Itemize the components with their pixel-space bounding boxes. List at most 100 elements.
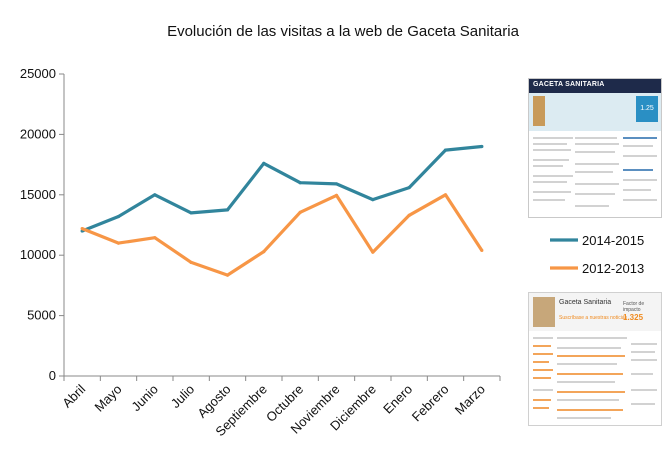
data-point [153, 193, 157, 197]
text-line [631, 373, 653, 375]
legend-label: 2012-2013 [582, 261, 644, 276]
x-tick-group: Abril Mayo Junio JulioAgostoSeptiembreOctub… [59, 376, 501, 439]
text-line [533, 137, 573, 139]
y-tick-label: 25000 [20, 66, 56, 81]
text-line [631, 359, 657, 361]
text-line [557, 337, 627, 339]
y-tick-label: 20000 [20, 126, 56, 141]
x-tick-label: Julio [168, 382, 198, 412]
y-tick-label: 15000 [20, 187, 56, 202]
data-point [225, 273, 230, 277]
text-line [575, 193, 615, 195]
text-line [557, 381, 615, 383]
data-point [334, 193, 339, 198]
text-line [623, 155, 657, 157]
text-line [533, 191, 571, 193]
data-point [189, 211, 193, 215]
data-point [480, 144, 484, 149]
y-tick-group: 0 5000 10000 15000 20000 25000 [20, 66, 64, 383]
journal-cover-image [533, 96, 545, 126]
text-line [533, 149, 571, 151]
text-line [533, 175, 573, 177]
data-point [189, 260, 193, 265]
data-point [262, 249, 266, 254]
text-line [533, 143, 567, 145]
x-tick-label: Junio [128, 382, 161, 415]
text-line [533, 181, 567, 183]
thumbnail-subtitle: Suscríbase a nuestras noticias [559, 315, 628, 321]
text-line [631, 403, 655, 405]
thumbnail-brand: Gaceta Sanitaria [559, 299, 612, 306]
chart-title: Evolución de las visitas a la web de Gac… [167, 23, 520, 40]
x-tick-label: Mayo [92, 382, 125, 415]
text-line [557, 391, 625, 393]
text-line [533, 337, 553, 339]
impact-factor-box: Factor de impacto 1.325 [623, 301, 657, 322]
data-point [443, 193, 448, 197]
legend: 2014-2015 2012-2013 [550, 233, 644, 276]
data-point [334, 182, 339, 186]
text-line [533, 369, 553, 371]
data-point [407, 213, 411, 217]
text-line [631, 343, 657, 345]
series-line-2014-2015 [81, 144, 482, 233]
data-point [443, 148, 448, 152]
data-point [153, 236, 157, 240]
website-thumbnail-2014: GACETA SANITARIA 1.25 [528, 78, 662, 218]
x-tick-label: Marzo [452, 382, 488, 418]
data-point [116, 241, 121, 245]
y-tick-label: 10000 [20, 247, 56, 262]
data-point [298, 210, 302, 214]
text-line [533, 399, 551, 401]
text-line [533, 353, 553, 355]
text-line [533, 165, 563, 167]
y-tick-label: 0 [49, 368, 56, 383]
y-tick-label: 5000 [27, 308, 56, 323]
text-line [533, 199, 565, 201]
text-line [533, 377, 551, 379]
text-line [575, 151, 615, 153]
text-line [623, 145, 653, 147]
website-thumbnail-2012: Gaceta Sanitaria Suscríbase a nuestras n… [528, 292, 662, 426]
data-point [371, 198, 375, 202]
text-line [575, 143, 619, 145]
series-group [80, 144, 484, 277]
text-line [557, 347, 621, 349]
text-line [557, 363, 617, 365]
impact-factor-label: Factor de impacto [623, 301, 645, 313]
data-point [116, 214, 121, 219]
data-point [298, 181, 302, 185]
text-line [575, 183, 619, 185]
text-line [631, 351, 655, 353]
data-point [480, 248, 484, 252]
impact-factor-value: 1.325 [623, 313, 644, 322]
text-line [623, 137, 657, 139]
text-line [533, 159, 569, 161]
text-line [533, 407, 549, 409]
text-line [575, 163, 619, 165]
text-line [631, 389, 657, 391]
text-line [557, 417, 611, 419]
text-line [575, 137, 617, 139]
text-line [533, 361, 549, 363]
text-line [557, 409, 623, 411]
text-line [623, 169, 653, 171]
text-line [623, 179, 657, 181]
text-line [557, 399, 619, 401]
text-line [533, 345, 551, 347]
x-tick-label: Abril [59, 381, 88, 410]
data-point [80, 227, 84, 231]
x-tick-label: Febrero [409, 382, 452, 425]
data-point [371, 250, 375, 254]
data-point [262, 161, 266, 165]
text-line [557, 355, 625, 357]
data-point [225, 208, 230, 212]
data-point [407, 185, 411, 190]
series-line-2012-2013 [81, 193, 484, 277]
text-line [533, 389, 553, 391]
text-line [575, 171, 613, 173]
text-line [623, 189, 651, 191]
thumbnail-header: GACETA SANITARIA [529, 79, 661, 93]
legend-label: 2014-2015 [582, 233, 644, 248]
